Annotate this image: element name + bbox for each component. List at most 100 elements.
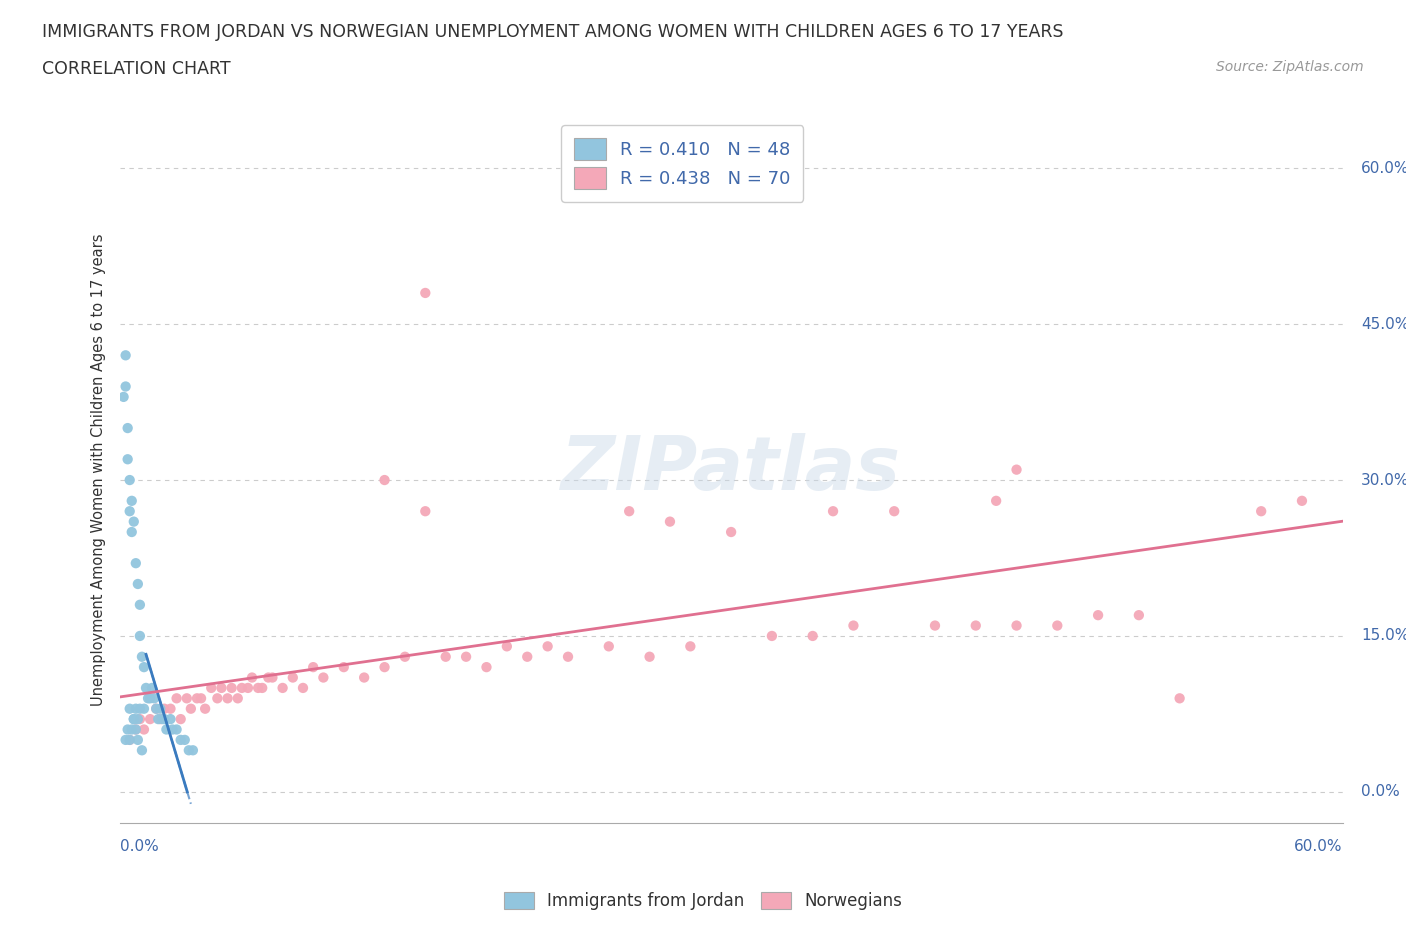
Point bbox=[924, 618, 946, 633]
Point bbox=[118, 733, 141, 748]
Text: 60.0%: 60.0% bbox=[1361, 161, 1406, 176]
Point bbox=[200, 681, 222, 696]
Point bbox=[292, 681, 315, 696]
Point bbox=[125, 722, 148, 737]
Point bbox=[118, 472, 141, 487]
Point bbox=[236, 681, 259, 696]
Point bbox=[131, 649, 153, 664]
Point bbox=[965, 618, 987, 633]
Point bbox=[475, 659, 498, 674]
Text: 45.0%: 45.0% bbox=[1361, 316, 1406, 332]
Legend: Immigrants from Jordan, Norwegians: Immigrants from Jordan, Norwegians bbox=[498, 885, 908, 917]
Point bbox=[281, 671, 304, 685]
Text: ZIPatlas: ZIPatlas bbox=[561, 433, 901, 506]
Point bbox=[132, 722, 155, 737]
Point bbox=[127, 577, 149, 591]
Point bbox=[176, 691, 198, 706]
Legend: R = 0.410   N = 48, R = 0.438   N = 70: R = 0.410 N = 48, R = 0.438 N = 70 bbox=[561, 126, 803, 202]
Point bbox=[181, 743, 204, 758]
Point bbox=[169, 733, 191, 748]
Point bbox=[136, 691, 159, 706]
Point bbox=[153, 711, 176, 726]
Point bbox=[166, 691, 188, 706]
Point bbox=[250, 681, 273, 696]
Point bbox=[374, 472, 396, 487]
Text: 0.0%: 0.0% bbox=[1361, 784, 1400, 800]
Point bbox=[516, 649, 538, 664]
Point bbox=[125, 701, 148, 716]
Point bbox=[173, 733, 195, 748]
Point bbox=[1168, 691, 1191, 706]
Point bbox=[240, 671, 263, 685]
Point bbox=[118, 733, 141, 748]
Point bbox=[150, 711, 173, 726]
Point bbox=[129, 701, 152, 716]
Point bbox=[145, 701, 167, 716]
Point bbox=[434, 649, 457, 664]
Point bbox=[186, 691, 208, 706]
Point bbox=[1250, 504, 1272, 519]
Point bbox=[114, 348, 136, 363]
Point bbox=[679, 639, 702, 654]
Point bbox=[139, 711, 162, 726]
Point bbox=[312, 671, 335, 685]
Point bbox=[114, 379, 136, 394]
Point bbox=[638, 649, 661, 664]
Point bbox=[413, 504, 436, 519]
Point bbox=[125, 556, 148, 571]
Point bbox=[121, 722, 143, 737]
Point bbox=[169, 711, 191, 726]
Point bbox=[112, 390, 135, 405]
Text: CORRELATION CHART: CORRELATION CHART bbox=[42, 60, 231, 78]
Point bbox=[456, 649, 478, 664]
Point bbox=[129, 597, 152, 612]
Point bbox=[194, 701, 217, 716]
Point bbox=[121, 525, 143, 539]
Point bbox=[145, 701, 167, 716]
Point bbox=[114, 733, 136, 748]
Point bbox=[135, 681, 157, 696]
Point bbox=[302, 659, 325, 674]
Point bbox=[262, 671, 284, 685]
Point bbox=[139, 691, 162, 706]
Point bbox=[537, 639, 560, 654]
Point bbox=[148, 711, 170, 726]
Point bbox=[374, 659, 396, 674]
Point bbox=[177, 743, 200, 758]
Point bbox=[883, 504, 905, 519]
Point bbox=[496, 639, 519, 654]
Point bbox=[131, 743, 153, 758]
Text: IMMIGRANTS FROM JORDAN VS NORWEGIAN UNEMPLOYMENT AMONG WOMEN WITH CHILDREN AGES : IMMIGRANTS FROM JORDAN VS NORWEGIAN UNEM… bbox=[42, 23, 1064, 41]
Y-axis label: Unemployment Among Women with Children Ages 6 to 17 years: Unemployment Among Women with Children A… bbox=[91, 233, 107, 706]
Point bbox=[842, 618, 865, 633]
Point bbox=[231, 681, 253, 696]
Point bbox=[129, 711, 152, 726]
Point bbox=[122, 711, 145, 726]
Point bbox=[141, 681, 163, 696]
Point bbox=[801, 629, 824, 644]
Point bbox=[159, 711, 181, 726]
Point bbox=[353, 671, 375, 685]
Point bbox=[659, 514, 682, 529]
Point bbox=[394, 649, 416, 664]
Point bbox=[761, 629, 783, 644]
Point bbox=[153, 701, 176, 716]
Point bbox=[127, 733, 149, 748]
Text: 15.0%: 15.0% bbox=[1361, 629, 1406, 644]
Point bbox=[247, 681, 270, 696]
Point bbox=[159, 701, 181, 716]
Text: Source: ZipAtlas.com: Source: ZipAtlas.com bbox=[1216, 60, 1364, 74]
Point bbox=[332, 659, 354, 674]
Point bbox=[598, 639, 620, 654]
Point bbox=[155, 722, 177, 737]
Text: 60.0%: 60.0% bbox=[1295, 839, 1343, 854]
Point bbox=[117, 722, 139, 737]
Point bbox=[149, 711, 172, 726]
Point bbox=[1005, 618, 1028, 633]
Point bbox=[221, 681, 243, 696]
Point bbox=[118, 701, 141, 716]
Point bbox=[125, 722, 148, 737]
Point bbox=[129, 629, 152, 644]
Point bbox=[166, 722, 188, 737]
Point bbox=[162, 722, 184, 737]
